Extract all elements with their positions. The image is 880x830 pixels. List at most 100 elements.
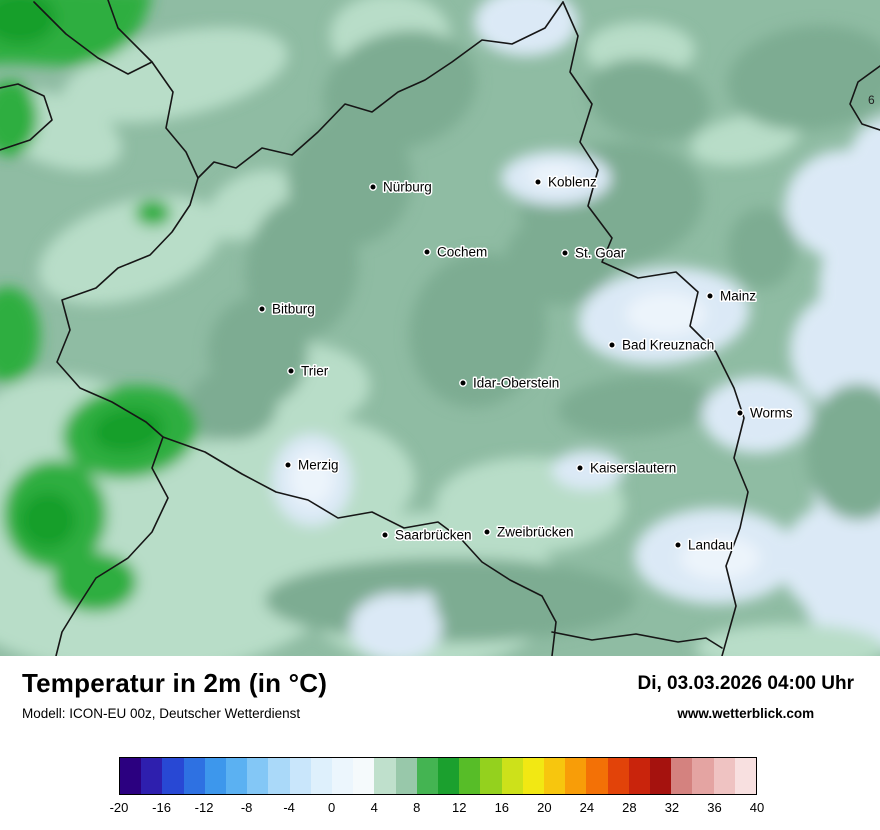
temp-region	[135, 200, 171, 226]
temp-region	[785, 150, 880, 260]
temp-region	[727, 25, 880, 131]
colorbar-tick-label: -4	[283, 800, 295, 815]
city-label: Worms	[750, 406, 793, 421]
colorbar-segment	[459, 758, 481, 794]
temp-region	[187, 370, 277, 440]
colorbar-segment	[183, 758, 205, 794]
temp-region	[409, 252, 547, 408]
city-marker	[561, 249, 569, 257]
colorbar-tick-label: 32	[664, 800, 680, 815]
colorbar-segment	[289, 758, 311, 794]
colorbar-segment	[204, 758, 227, 794]
colorbar-segment	[268, 758, 290, 794]
city-label: Saarbrücken	[395, 528, 472, 543]
colorbar-segment	[692, 758, 714, 794]
colorbar-segment	[480, 758, 502, 794]
colorbar-segment	[141, 758, 163, 794]
colorbar-segment	[438, 758, 460, 794]
temp-region	[558, 375, 714, 437]
colorbar-segment	[522, 758, 545, 794]
temperature-map: Nürburg Koblenz Cochem St. Goar Bitburg Mainz…	[0, 0, 880, 656]
city-label: Bitburg	[272, 302, 315, 317]
city-marker	[287, 367, 295, 375]
colorbar-segment	[120, 758, 142, 794]
temp-region	[20, 492, 76, 548]
temp-region	[586, 58, 710, 142]
temp-region	[290, 450, 334, 506]
city-label: St. Goar	[575, 246, 626, 261]
model-info: Modell: ICON-EU 00z, Deutscher Wetterdie…	[22, 706, 301, 721]
colorbar-segment	[353, 758, 375, 794]
temp-region	[728, 208, 796, 288]
temp-region	[265, 558, 635, 642]
datetime-label: Di, 03.03.2026 04:00 Uhr	[637, 673, 854, 694]
temperature-colorbar	[119, 757, 757, 795]
colorbar-segment	[310, 758, 333, 794]
city-label: Mainz	[720, 289, 756, 304]
state-border	[162, 436, 557, 656]
city-marker	[284, 461, 292, 469]
website-label: www.wetterblick.com	[677, 706, 815, 721]
temp-region	[702, 377, 812, 453]
colorbar-segment	[565, 758, 587, 794]
temp-region	[680, 536, 760, 580]
city-marker	[483, 528, 491, 536]
colorbar-tick-label: -12	[194, 800, 214, 815]
colorbar-tick-label: 24	[579, 800, 595, 815]
colorbar-segment	[607, 758, 629, 794]
colorbar-segment	[544, 758, 566, 794]
city-layer: Nürburg Koblenz Cochem St. Goar Bitburg Mainz…	[258, 173, 794, 554]
city-marker	[534, 178, 542, 186]
colorbar-tick-label: 0	[328, 800, 336, 815]
colorbar-tick-row: -20 -16 -12 -8 -4 0 4 8 12 16 20 24 28 32 36 40	[110, 800, 765, 818]
colorbar-segment	[374, 758, 396, 794]
city-marker	[423, 248, 431, 256]
map-canvas: Nürburg Koblenz Cochem St. Goar Bitburg Mainz…	[0, 0, 880, 656]
colorbar-segment	[162, 758, 184, 794]
colorbar-tick-label: 36	[707, 800, 722, 815]
city-label: Cochem	[437, 245, 487, 260]
state-border	[55, 0, 199, 656]
city-marker	[258, 305, 266, 313]
city-label: Bad Kreuznach	[622, 338, 714, 353]
colorbar-tick-label: 4	[370, 800, 378, 815]
city-label: Idar-Oberstein	[473, 376, 559, 391]
colorbar-tick-label: 12	[452, 800, 467, 815]
city-label: Nürburg	[383, 180, 432, 195]
colorbar-tick-label: 28	[622, 800, 637, 815]
colorbar-tick-label: 20	[537, 800, 552, 815]
contour-label: 6	[868, 93, 875, 107]
temp-region	[408, 592, 436, 610]
temp-region	[780, 500, 880, 620]
city-marker	[369, 183, 377, 191]
temp-region	[0, 287, 40, 383]
colorbar-tick-label: -8	[240, 800, 253, 815]
city-marker	[608, 341, 616, 349]
map-footer: Temperatur in 2m (in °C) Modell: ICON-EU…	[0, 656, 880, 830]
colorbar-segment	[671, 758, 693, 794]
colorbar-segment	[713, 758, 735, 794]
colorbar-segment	[395, 758, 417, 794]
colorbar-segment	[332, 758, 354, 794]
temp-region	[690, 114, 800, 166]
page-title: Temperatur in 2m (in °C)	[22, 668, 328, 698]
state-border	[0, 83, 53, 151]
temp-region	[0, 80, 38, 156]
city-label: Zweibrücken	[497, 525, 574, 540]
temp-region	[53, 552, 137, 612]
temp-region	[92, 407, 164, 453]
temp-region	[38, 195, 222, 305]
state-border	[197, 1, 564, 179]
state-border	[562, 1, 749, 656]
city-label: Trier	[301, 364, 329, 379]
city-marker	[736, 409, 744, 417]
city-marker	[674, 541, 682, 549]
temp-region	[806, 384, 880, 520]
temp-region	[626, 292, 706, 336]
temp-region	[552, 450, 624, 490]
city-marker	[459, 379, 467, 387]
state-border	[551, 631, 723, 649]
colorbar-tick-label: -16	[152, 800, 171, 815]
colorbar-segment	[226, 758, 248, 794]
